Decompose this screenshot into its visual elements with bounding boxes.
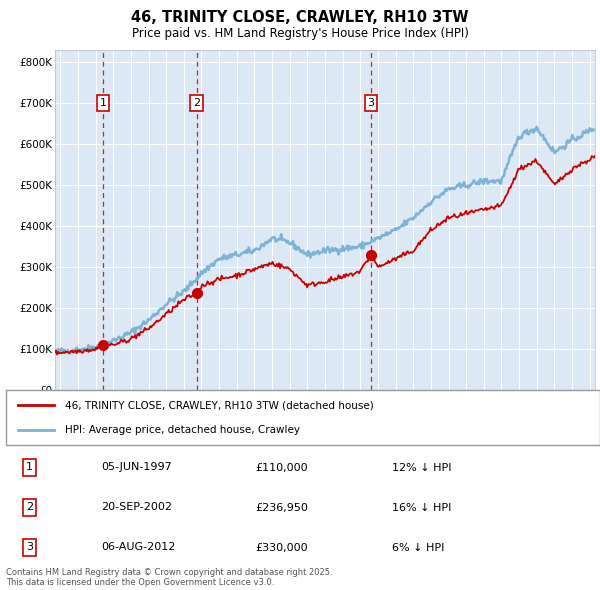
Text: £110,000: £110,000 [256, 463, 308, 473]
Text: 3: 3 [367, 99, 374, 108]
Text: Price paid vs. HM Land Registry's House Price Index (HPI): Price paid vs. HM Land Registry's House … [131, 27, 469, 40]
Text: 1: 1 [26, 463, 33, 473]
Text: Contains HM Land Registry data © Crown copyright and database right 2025.
This d: Contains HM Land Registry data © Crown c… [6, 568, 332, 587]
Text: 2: 2 [193, 99, 200, 108]
Text: 3: 3 [26, 542, 33, 552]
Text: HPI: Average price, detached house, Crawley: HPI: Average price, detached house, Craw… [65, 425, 301, 435]
Text: 46, TRINITY CLOSE, CRAWLEY, RH10 3TW (detached house): 46, TRINITY CLOSE, CRAWLEY, RH10 3TW (de… [65, 401, 374, 411]
Text: 05-JUN-1997: 05-JUN-1997 [101, 463, 172, 473]
Text: 1: 1 [100, 99, 107, 108]
Text: 12% ↓ HPI: 12% ↓ HPI [392, 463, 452, 473]
Text: 20-SEP-2002: 20-SEP-2002 [101, 503, 172, 513]
Text: 16% ↓ HPI: 16% ↓ HPI [392, 503, 451, 513]
Text: 2: 2 [26, 503, 34, 513]
Text: 46, TRINITY CLOSE, CRAWLEY, RH10 3TW: 46, TRINITY CLOSE, CRAWLEY, RH10 3TW [131, 10, 469, 25]
Text: 06-AUG-2012: 06-AUG-2012 [101, 542, 175, 552]
Text: 6% ↓ HPI: 6% ↓ HPI [392, 542, 445, 552]
Text: £236,950: £236,950 [256, 503, 308, 513]
Text: £330,000: £330,000 [256, 542, 308, 552]
